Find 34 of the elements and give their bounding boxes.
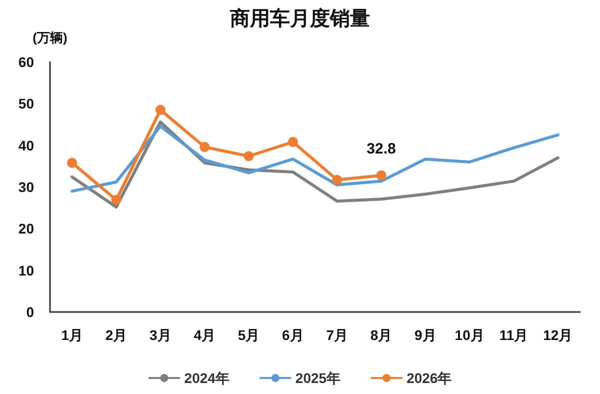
y-tick-label: 0 (26, 304, 34, 320)
x-tick-label: 2月 (105, 327, 128, 343)
y-axis-title: (万辆) (32, 30, 68, 45)
y-tick-label: 30 (18, 179, 34, 195)
point (376, 170, 386, 180)
chart-title: 商用车月度销量 (229, 7, 370, 30)
point (67, 158, 78, 168)
y-tick-label: 20 (18, 220, 34, 237)
x-tick-label: 4月 (194, 327, 216, 343)
point (155, 104, 166, 115)
y-tick-label: 40 (18, 137, 34, 154)
x-tick-label: 7月 (326, 327, 348, 343)
y-tick-label: 10 (18, 262, 34, 278)
x-tick-label: 9月 (414, 327, 436, 343)
point (111, 194, 122, 205)
x-tick-label: 5月 (238, 327, 260, 343)
legend-label: 2026年 (406, 370, 452, 386)
x-tick-label: 11月 (499, 327, 528, 343)
point (332, 174, 342, 185)
y-tick-label: 50 (18, 96, 34, 112)
x-tick-label: 8月 (370, 327, 392, 343)
data-label: 32.8 (366, 140, 396, 158)
x-tick-label: 12月 (543, 327, 573, 343)
legend-label: 2025年 (295, 370, 341, 386)
legend-label: 2024年 (184, 370, 230, 386)
point (244, 151, 254, 162)
x-tick-label: 1月 (61, 327, 83, 343)
x-tick-label: 6月 (282, 327, 304, 343)
point (288, 137, 298, 147)
point (200, 142, 210, 152)
x-tick-label: 10月 (454, 327, 484, 343)
y-tick-label: 60 (18, 54, 34, 70)
x-tick-label: 3月 (150, 327, 172, 343)
line-series (70, 124, 560, 193)
